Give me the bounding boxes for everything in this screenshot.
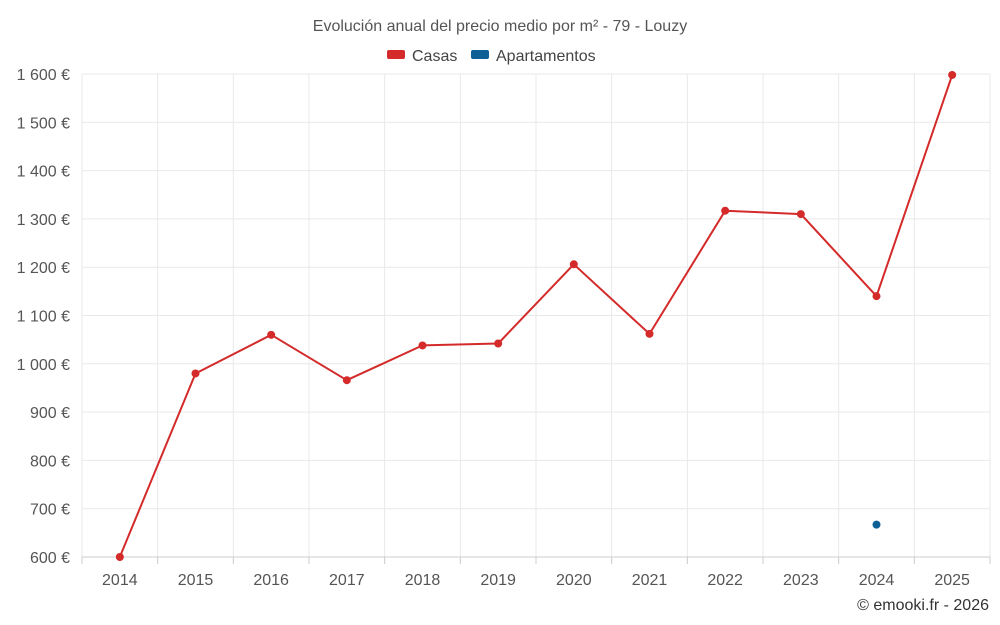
y-tick-label: 800 € [30,453,70,470]
x-tick-label: 2014 [102,572,138,589]
data-point-casas[interactable] [569,260,578,269]
y-tick-label: 1 600 € [17,67,70,84]
y-tick-label: 1 200 € [17,260,70,277]
x-tick-label: 2020 [556,572,592,589]
data-point-casas[interactable] [342,376,351,385]
legend-swatch-apartamentos [471,50,489,59]
x-tick-label: 2021 [632,572,668,589]
series-line-casas [118,74,954,558]
y-tick-label: 1 000 € [17,357,70,374]
x-gridlines [81,74,991,564]
legend-label-casas[interactable]: Casas [412,48,457,65]
x-tick-label: 2022 [707,572,743,589]
y-tick-label: 600 € [30,550,70,567]
data-point-casas[interactable] [872,292,881,301]
data-point-apartamentos[interactable] [872,520,881,529]
data-point-casas[interactable] [191,369,200,378]
legend-label-apartamentos[interactable]: Apartamentos [496,48,596,65]
x-tick-label: 2024 [859,572,895,589]
x-tick-label: 2017 [329,572,365,589]
data-point-casas[interactable] [948,70,957,79]
y-tick-label: 1 500 € [17,115,70,132]
x-tick-label: 2018 [405,572,441,589]
x-tick-label: 2019 [480,572,516,589]
y-tick-label: 900 € [30,405,70,422]
x-tick-label: 2015 [178,572,214,589]
x-tick-label: 2016 [253,572,289,589]
data-point-casas[interactable] [721,206,730,215]
data-point-casas[interactable] [418,341,427,350]
data-point-casas[interactable] [267,330,276,339]
data-point-casas[interactable] [494,339,503,348]
legend: Casas Apartamentos [387,48,596,65]
y-tick-label: 1 100 € [17,309,70,326]
legend-swatch-casas [387,50,405,59]
series-layer [115,70,957,561]
chart-title: Evolución anual del precio medio por m² … [313,18,687,35]
data-point-casas[interactable] [645,329,654,338]
x-tick-label: 2025 [934,572,970,589]
data-point-casas[interactable] [115,553,124,561]
y-axis-ticks: 600 € 700 € 800 € 900 € 1 000 € 1 100 € 1 200 … [17,67,70,567]
y-tick-label: 700 € [30,502,70,519]
x-tick-label: 2023 [783,572,819,589]
credit: © emooki.fr - 2026 [857,597,989,614]
data-point-casas[interactable] [796,210,805,219]
y-tick-label: 1 400 € [17,164,70,181]
y-tick-label: 1 300 € [17,212,70,229]
x-axis-ticks: 2014 2015 2016 2017 2018 2019 2020 2021 2022 2023… [102,572,970,589]
